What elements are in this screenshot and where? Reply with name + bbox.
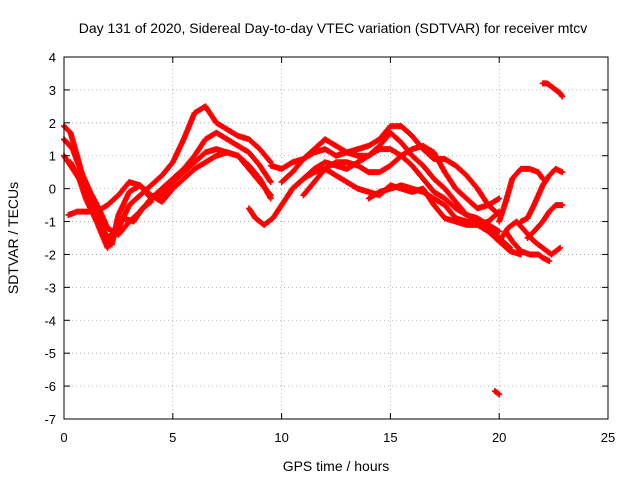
y-tick-label: 2: [49, 116, 56, 131]
data-point: [505, 243, 512, 250]
y-tick-label: 0: [49, 182, 56, 197]
data-point: [507, 244, 514, 251]
data-point: [148, 198, 155, 205]
data-point: [559, 202, 566, 209]
x-tick-label: 20: [492, 430, 506, 445]
y-tick-label: -1: [44, 215, 56, 230]
y-tick-label: -6: [44, 379, 56, 394]
chart-title: Day 131 of 2020, Sidereal Day-to-day VTE…: [79, 20, 588, 36]
y-tick-label: 3: [49, 83, 56, 98]
data-point: [266, 158, 273, 165]
data-marks: [61, 80, 566, 398]
x-tick-label: 5: [169, 430, 176, 445]
y-tick-label: -7: [44, 412, 56, 427]
x-tick-label: 25: [601, 430, 615, 445]
data-point: [496, 195, 503, 202]
y-tick-label: -3: [44, 280, 56, 295]
y-tick-label: 1: [49, 149, 56, 164]
y-axis-label: SDTVAR / TECUs: [5, 182, 21, 294]
data-point: [546, 258, 553, 265]
x-tick-label: 10: [274, 430, 288, 445]
x-axis-label: GPS time / hours: [283, 458, 390, 474]
x-tick-label: 15: [383, 430, 397, 445]
y-tick-label: -5: [44, 346, 56, 361]
plot-frame: [63, 56, 609, 420]
data-point: [496, 391, 503, 398]
x-tick-label: 0: [60, 430, 67, 445]
data-point: [559, 169, 566, 176]
data-point: [557, 244, 564, 251]
data-point: [495, 390, 502, 397]
data-point: [496, 228, 503, 235]
grid: [64, 57, 608, 419]
data-point: [267, 195, 274, 202]
y-tick-label: 4: [49, 50, 56, 65]
data-point: [267, 179, 274, 186]
y-tick-label: -4: [44, 313, 56, 328]
y-tick-label: -2: [44, 247, 56, 262]
data-point: [559, 93, 566, 100]
